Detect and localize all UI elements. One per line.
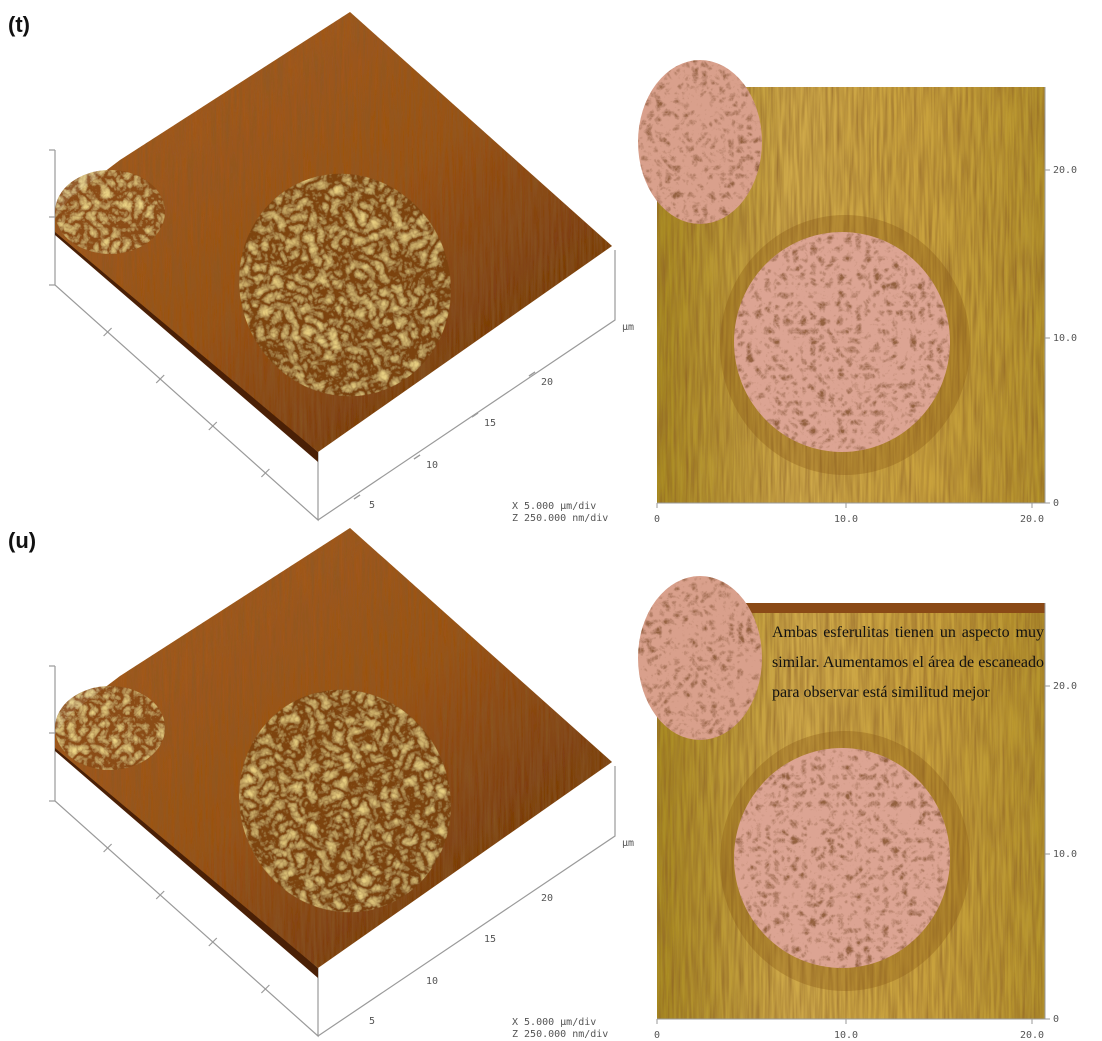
spherulite	[638, 576, 762, 740]
spherulite-3d	[55, 686, 165, 770]
axis-tick-label: 15	[484, 418, 496, 429]
panel-label: (t)	[8, 12, 30, 37]
y-tick-label: 0	[1053, 1014, 1059, 1025]
axis-unit: µm	[622, 322, 634, 333]
page: AFM html, body { margin: 0; padding: 0; …	[0, 0, 1102, 1041]
scale-note: X 5.000 µm/div	[512, 501, 596, 512]
x-tick-label: 0	[654, 1030, 660, 1041]
tick	[414, 455, 420, 459]
axis-unit: µm	[622, 838, 634, 849]
axis-tick-label: 20	[541, 893, 553, 904]
axis-tick-label: 20	[541, 377, 553, 388]
axis-tick-label: 5	[369, 1016, 375, 1027]
x-tick-label: 20.0	[1020, 1030, 1044, 1041]
axis-tick-label: 10	[426, 460, 438, 471]
y-tick-label: 20.0	[1053, 681, 1077, 692]
x-tick-label: 20.0	[1020, 514, 1044, 525]
spherulite	[734, 232, 950, 452]
axis-tick-label: 10	[426, 976, 438, 987]
y-tick-label: 10.0	[1053, 333, 1077, 344]
y-tick-label: 0	[1053, 498, 1059, 509]
spherulite-3d	[55, 170, 165, 254]
page-body: {"panels": [ {"label": "(t)", "surface":…	[0, 0, 1102, 1041]
scale-note: Z 250.000 nm/div	[512, 1029, 608, 1040]
x-tick-label: 10.0	[834, 514, 858, 525]
x-tick-label: 10.0	[834, 1030, 858, 1041]
scale-note: X 5.000 µm/div	[512, 1017, 596, 1028]
axis-tick-label: 5	[369, 500, 375, 511]
panel-label: (u)	[8, 528, 36, 553]
scale-note: Z 250.000 nm/div	[512, 513, 608, 524]
figure: (t)5101520µmX 5.000 µm/divZ 250.000 nm/d…	[0, 0, 1102, 1041]
annotation: Ambas esferulitas tienen un aspecto muy …	[772, 618, 1044, 708]
spherulite	[734, 748, 950, 968]
y-tick-label: 20.0	[1053, 165, 1077, 176]
x-tick-label: 0	[654, 514, 660, 525]
y-tick-label: 10.0	[1053, 849, 1077, 860]
axis-tick-label: 15	[484, 934, 496, 945]
spherulite	[638, 60, 762, 224]
